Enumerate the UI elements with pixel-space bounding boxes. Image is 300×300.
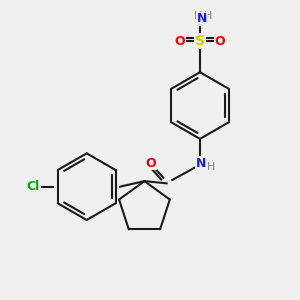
Text: S: S (195, 34, 205, 48)
Text: O: O (175, 34, 185, 48)
Text: O: O (146, 157, 156, 170)
Text: H: H (204, 11, 212, 21)
Text: H: H (207, 162, 215, 172)
Text: N: N (196, 157, 206, 170)
Text: O: O (215, 34, 225, 48)
Text: N: N (197, 12, 207, 26)
Text: Cl: Cl (27, 180, 40, 193)
Text: H: H (194, 11, 202, 21)
